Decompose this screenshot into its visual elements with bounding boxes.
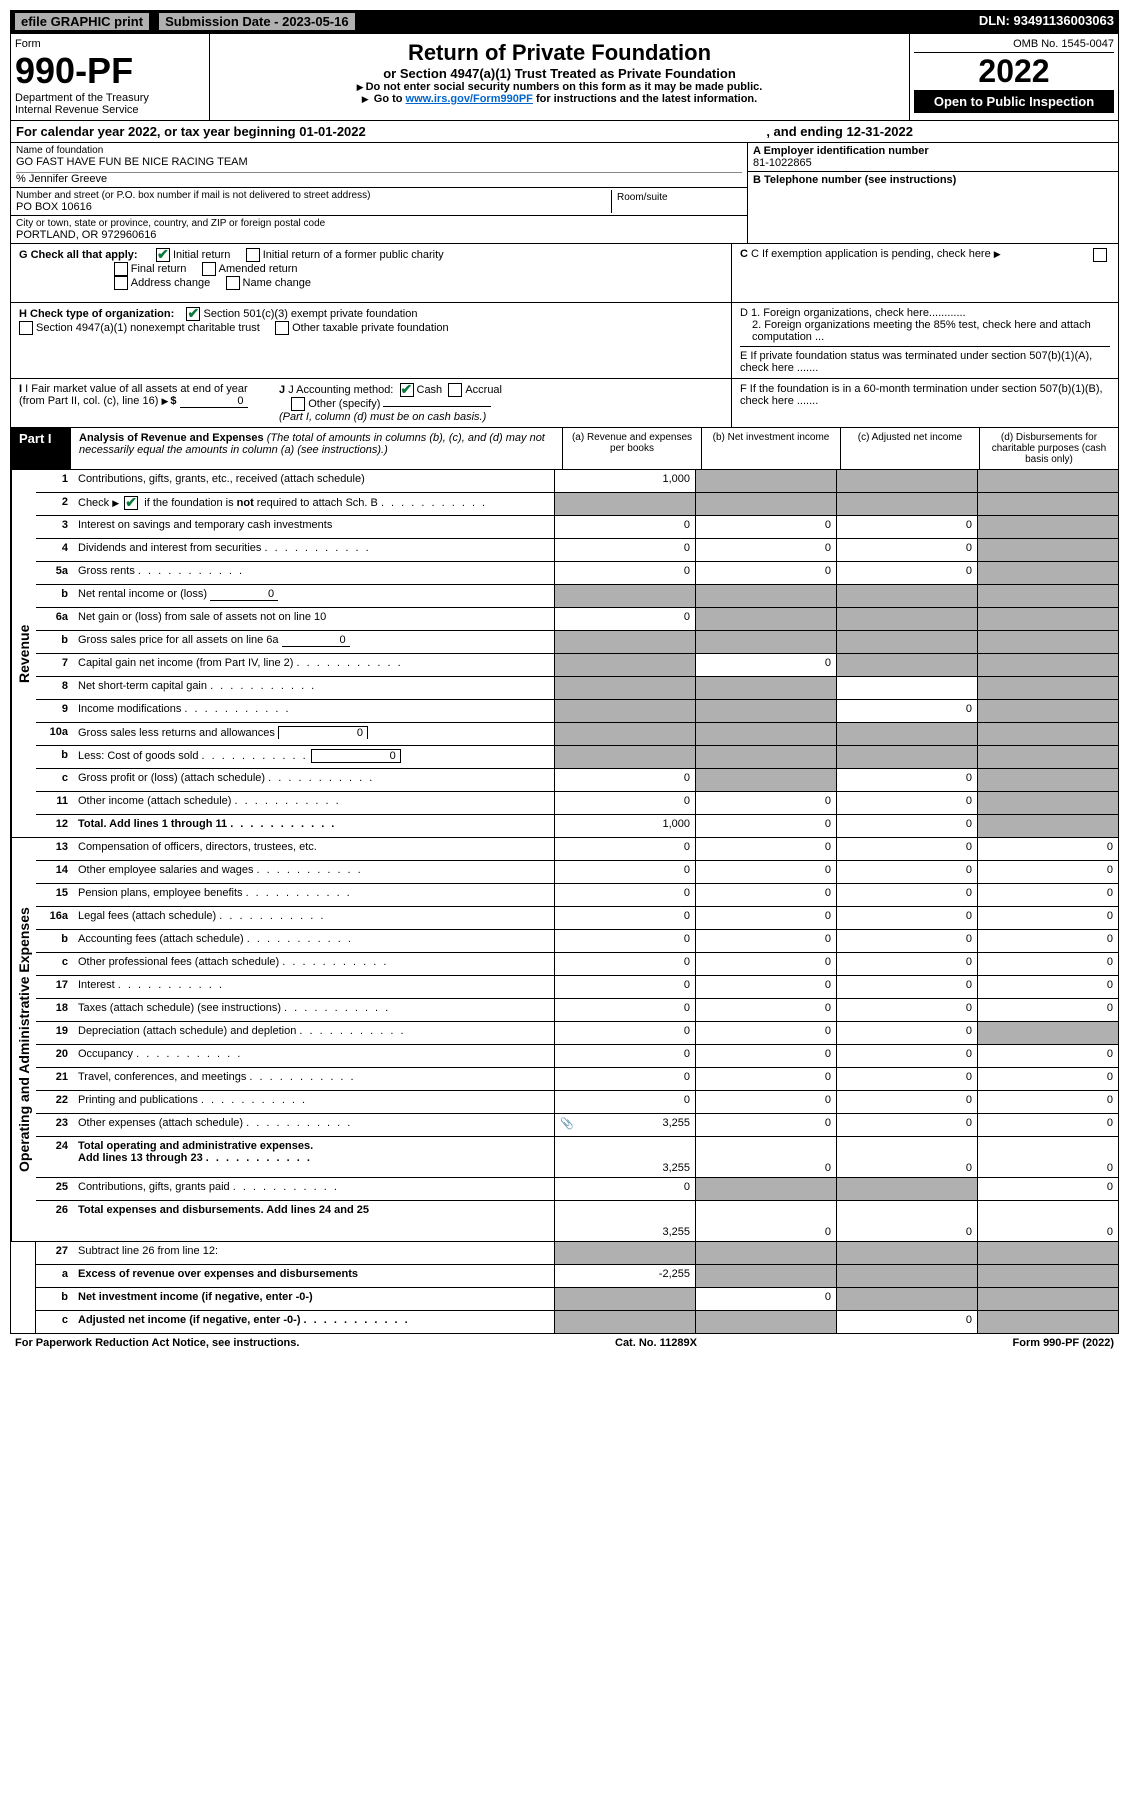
dln-label: DLN: 93491136003063 — [979, 13, 1114, 30]
part1-title: Analysis of Revenue and Expenses — [79, 432, 264, 444]
c-exemption-pending: C C If exemption application is pending,… — [740, 248, 1110, 260]
part1-header-row: Part I Analysis of Revenue and Expenses … — [10, 428, 1119, 470]
foundation-name: GO FAST HAVE FUN BE NICE RACING TEAM — [16, 156, 742, 168]
checkbox-initial-return[interactable] — [156, 248, 170, 262]
irs-link[interactable]: www.irs.gov/Form990PF — [406, 93, 533, 105]
col-c-header: (c) Adjusted net income — [840, 428, 979, 469]
check-section-bottom: I I Fair market value of all assets at e… — [10, 379, 1119, 428]
checkbox-initial-former[interactable] — [246, 248, 260, 262]
checkbox-final-return[interactable] — [114, 262, 128, 276]
name-label: Name of foundation — [16, 145, 742, 156]
col-a-header: (a) Revenue and expenses per books — [562, 428, 701, 469]
revenue-side-label: Revenue — [11, 470, 36, 837]
care-of: % Jennifer Greeve — [16, 172, 742, 185]
checkbox-amended-return[interactable] — [202, 262, 216, 276]
col-d-header: (d) Disbursements for charitable purpose… — [979, 428, 1118, 469]
footer-right: Form 990-PF (2022) — [1013, 1337, 1115, 1349]
d1-foreign: D 1. Foreign organizations, check here..… — [740, 307, 1110, 319]
addr-label: Number and street (or P.O. box number if… — [16, 190, 611, 201]
city-state-zip: PORTLAND, OR 972960616 — [16, 229, 742, 241]
footer-mid: Cat. No. 11289X — [615, 1337, 697, 1349]
j-note: (Part I, column (d) must be on cash basi… — [279, 411, 486, 423]
checkbox-sch-b[interactable] — [124, 496, 138, 510]
checkbox-other-taxable[interactable] — [275, 321, 289, 335]
checkbox-accrual[interactable] — [448, 383, 462, 397]
f-termination: F If the foundation is in a 60-month ter… — [740, 383, 1110, 407]
foundation-info: Name of foundation GO FAST HAVE FUN BE N… — [10, 143, 1119, 244]
instruction-2: Go to www.irs.gov/Form990PF for instruct… — [216, 93, 903, 105]
checkbox-other-method[interactable] — [291, 397, 305, 411]
street-address: PO BOX 10616 — [16, 201, 611, 213]
submission-date-label: Submission Date - 2023-05-16 — [159, 13, 355, 30]
checkbox-cash[interactable] — [400, 383, 414, 397]
top-bar: efile GRAPHIC print Submission Date - 20… — [10, 10, 1119, 33]
revenue-section: Revenue 1Contributions, gifts, grants, e… — [10, 470, 1119, 838]
checkbox-501c3[interactable] — [186, 307, 200, 321]
check-section-top: G Check all that apply: Initial return I… — [10, 244, 1119, 303]
e-terminated: E If private foundation status was termi… — [740, 346, 1110, 374]
city-label: City or town, state or province, country… — [16, 218, 742, 229]
summary-section: 27Subtract line 26 from line 12: aExcess… — [10, 1242, 1119, 1334]
checkbox-name-change[interactable] — [226, 276, 240, 290]
i-value: 0 — [180, 395, 248, 408]
form-header: Form 990-PF Department of the Treasury I… — [10, 33, 1119, 121]
efile-print-button[interactable]: efile GRAPHIC print — [15, 13, 149, 30]
footer-left: For Paperwork Reduction Act Notice, see … — [15, 1337, 299, 1349]
instruction-1: Do not enter social security numbers on … — [216, 81, 903, 93]
form-label: Form — [15, 38, 205, 50]
expenses-section: Operating and Administrative Expenses 13… — [10, 838, 1119, 1242]
inspection-badge: Open to Public Inspection — [914, 90, 1114, 113]
form-title: Return of Private Foundation — [216, 40, 903, 66]
attachment-icon[interactable]: 📎 — [560, 1117, 574, 1130]
checkbox-address-change[interactable] — [114, 276, 128, 290]
dept-label: Department of the Treasury — [15, 92, 205, 104]
form-subtitle: or Section 4947(a)(1) Trust Treated as P… — [216, 66, 903, 81]
calendar-year-row: For calendar year 2022, or tax year begi… — [10, 121, 1119, 143]
check-section-mid: H Check type of organization: Section 50… — [10, 303, 1119, 379]
checkbox-4947[interactable] — [19, 321, 33, 335]
ein-value: 81-1022865 — [753, 157, 1113, 169]
d2-foreign: 2. Foreign organizations meeting the 85%… — [740, 319, 1110, 343]
room-label: Room/suite — [612, 190, 742, 213]
form-number: 990-PF — [15, 50, 205, 92]
ein-label: A Employer identification number — [753, 145, 929, 157]
omb-number: OMB No. 1545-0047 — [914, 38, 1114, 53]
irs-label: Internal Revenue Service — [15, 104, 205, 116]
h-label: H Check type of organization: — [19, 308, 174, 320]
expenses-side-label: Operating and Administrative Expenses — [11, 838, 36, 1241]
tax-year: 2022 — [914, 53, 1114, 90]
page-footer: For Paperwork Reduction Act Notice, see … — [10, 1334, 1119, 1352]
col-b-header: (b) Net investment income — [701, 428, 840, 469]
part1-label: Part I — [11, 428, 60, 449]
checkbox-c[interactable] — [1093, 248, 1107, 262]
phone-label: B Telephone number (see instructions) — [753, 174, 956, 186]
g-label: G Check all that apply: — [19, 249, 138, 261]
